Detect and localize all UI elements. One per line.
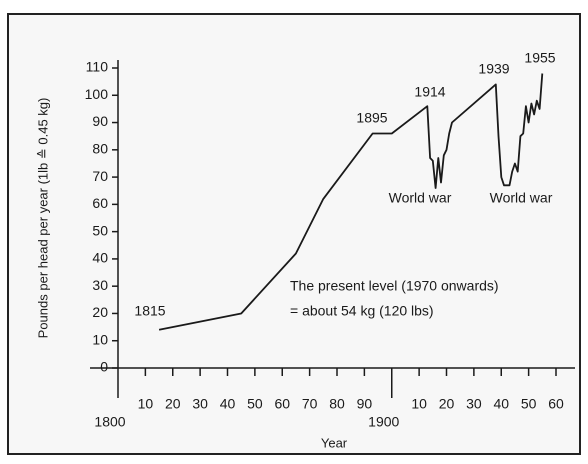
x-axis-label: Year (321, 435, 348, 450)
annotation: 1914 (414, 84, 445, 100)
x-tick-label: 1900 (368, 414, 399, 430)
y-tick-label: 100 (85, 86, 109, 102)
x-tick-label: 30 (192, 396, 208, 412)
annotation: 1955 (524, 50, 555, 66)
y-tick-label: 0 (100, 359, 108, 375)
frame (7, 13, 581, 455)
x-tick-label: 60 (274, 396, 290, 412)
annotation: 1815 (134, 303, 165, 319)
y-axis-label: Pounds per head per year (1lb ≙ 0.45 kg) (35, 98, 50, 339)
x-tick-label: 40 (493, 396, 509, 412)
y-tick-label: 30 (92, 277, 108, 293)
y-tick-label: 80 (92, 141, 108, 157)
y-tick-label: 90 (92, 113, 108, 129)
data-line (158, 73, 544, 331)
x-tick-label: 1800 (94, 414, 125, 430)
y-tick-label: 60 (92, 195, 108, 211)
x-tick-label: 50 (521, 396, 537, 412)
annotation: 1895 (356, 110, 387, 126)
x-tick-label: 80 (329, 396, 345, 412)
x-tick-label: 20 (439, 396, 455, 412)
annotation: World war (389, 190, 452, 206)
x-tick-label: 30 (466, 396, 482, 412)
y-tick-label: 50 (92, 222, 108, 238)
x-tick-label: 70 (302, 396, 318, 412)
x-tick-label: 10 (138, 396, 154, 412)
y-tick-label: 110 (86, 59, 109, 75)
annotation: = about 54 kg (120 lbs) (290, 303, 434, 319)
annotation: 1939 (478, 61, 509, 77)
y-tick-label: 40 (92, 250, 108, 266)
x-tick-label: 50 (247, 396, 263, 412)
annotation: The present level (1970 onwards) (290, 278, 499, 294)
x-tick-label: 20 (165, 396, 181, 412)
x-tick-label: 60 (548, 396, 564, 412)
y-tick-label: 10 (92, 331, 108, 347)
y-tick-label: 20 (92, 304, 108, 320)
x-tick-label: 90 (357, 396, 373, 412)
x-tick-label: 10 (411, 396, 427, 412)
annotation: World war (490, 190, 553, 206)
x-tick-label: 40 (220, 396, 236, 412)
y-tick-label: 70 (92, 168, 108, 184)
